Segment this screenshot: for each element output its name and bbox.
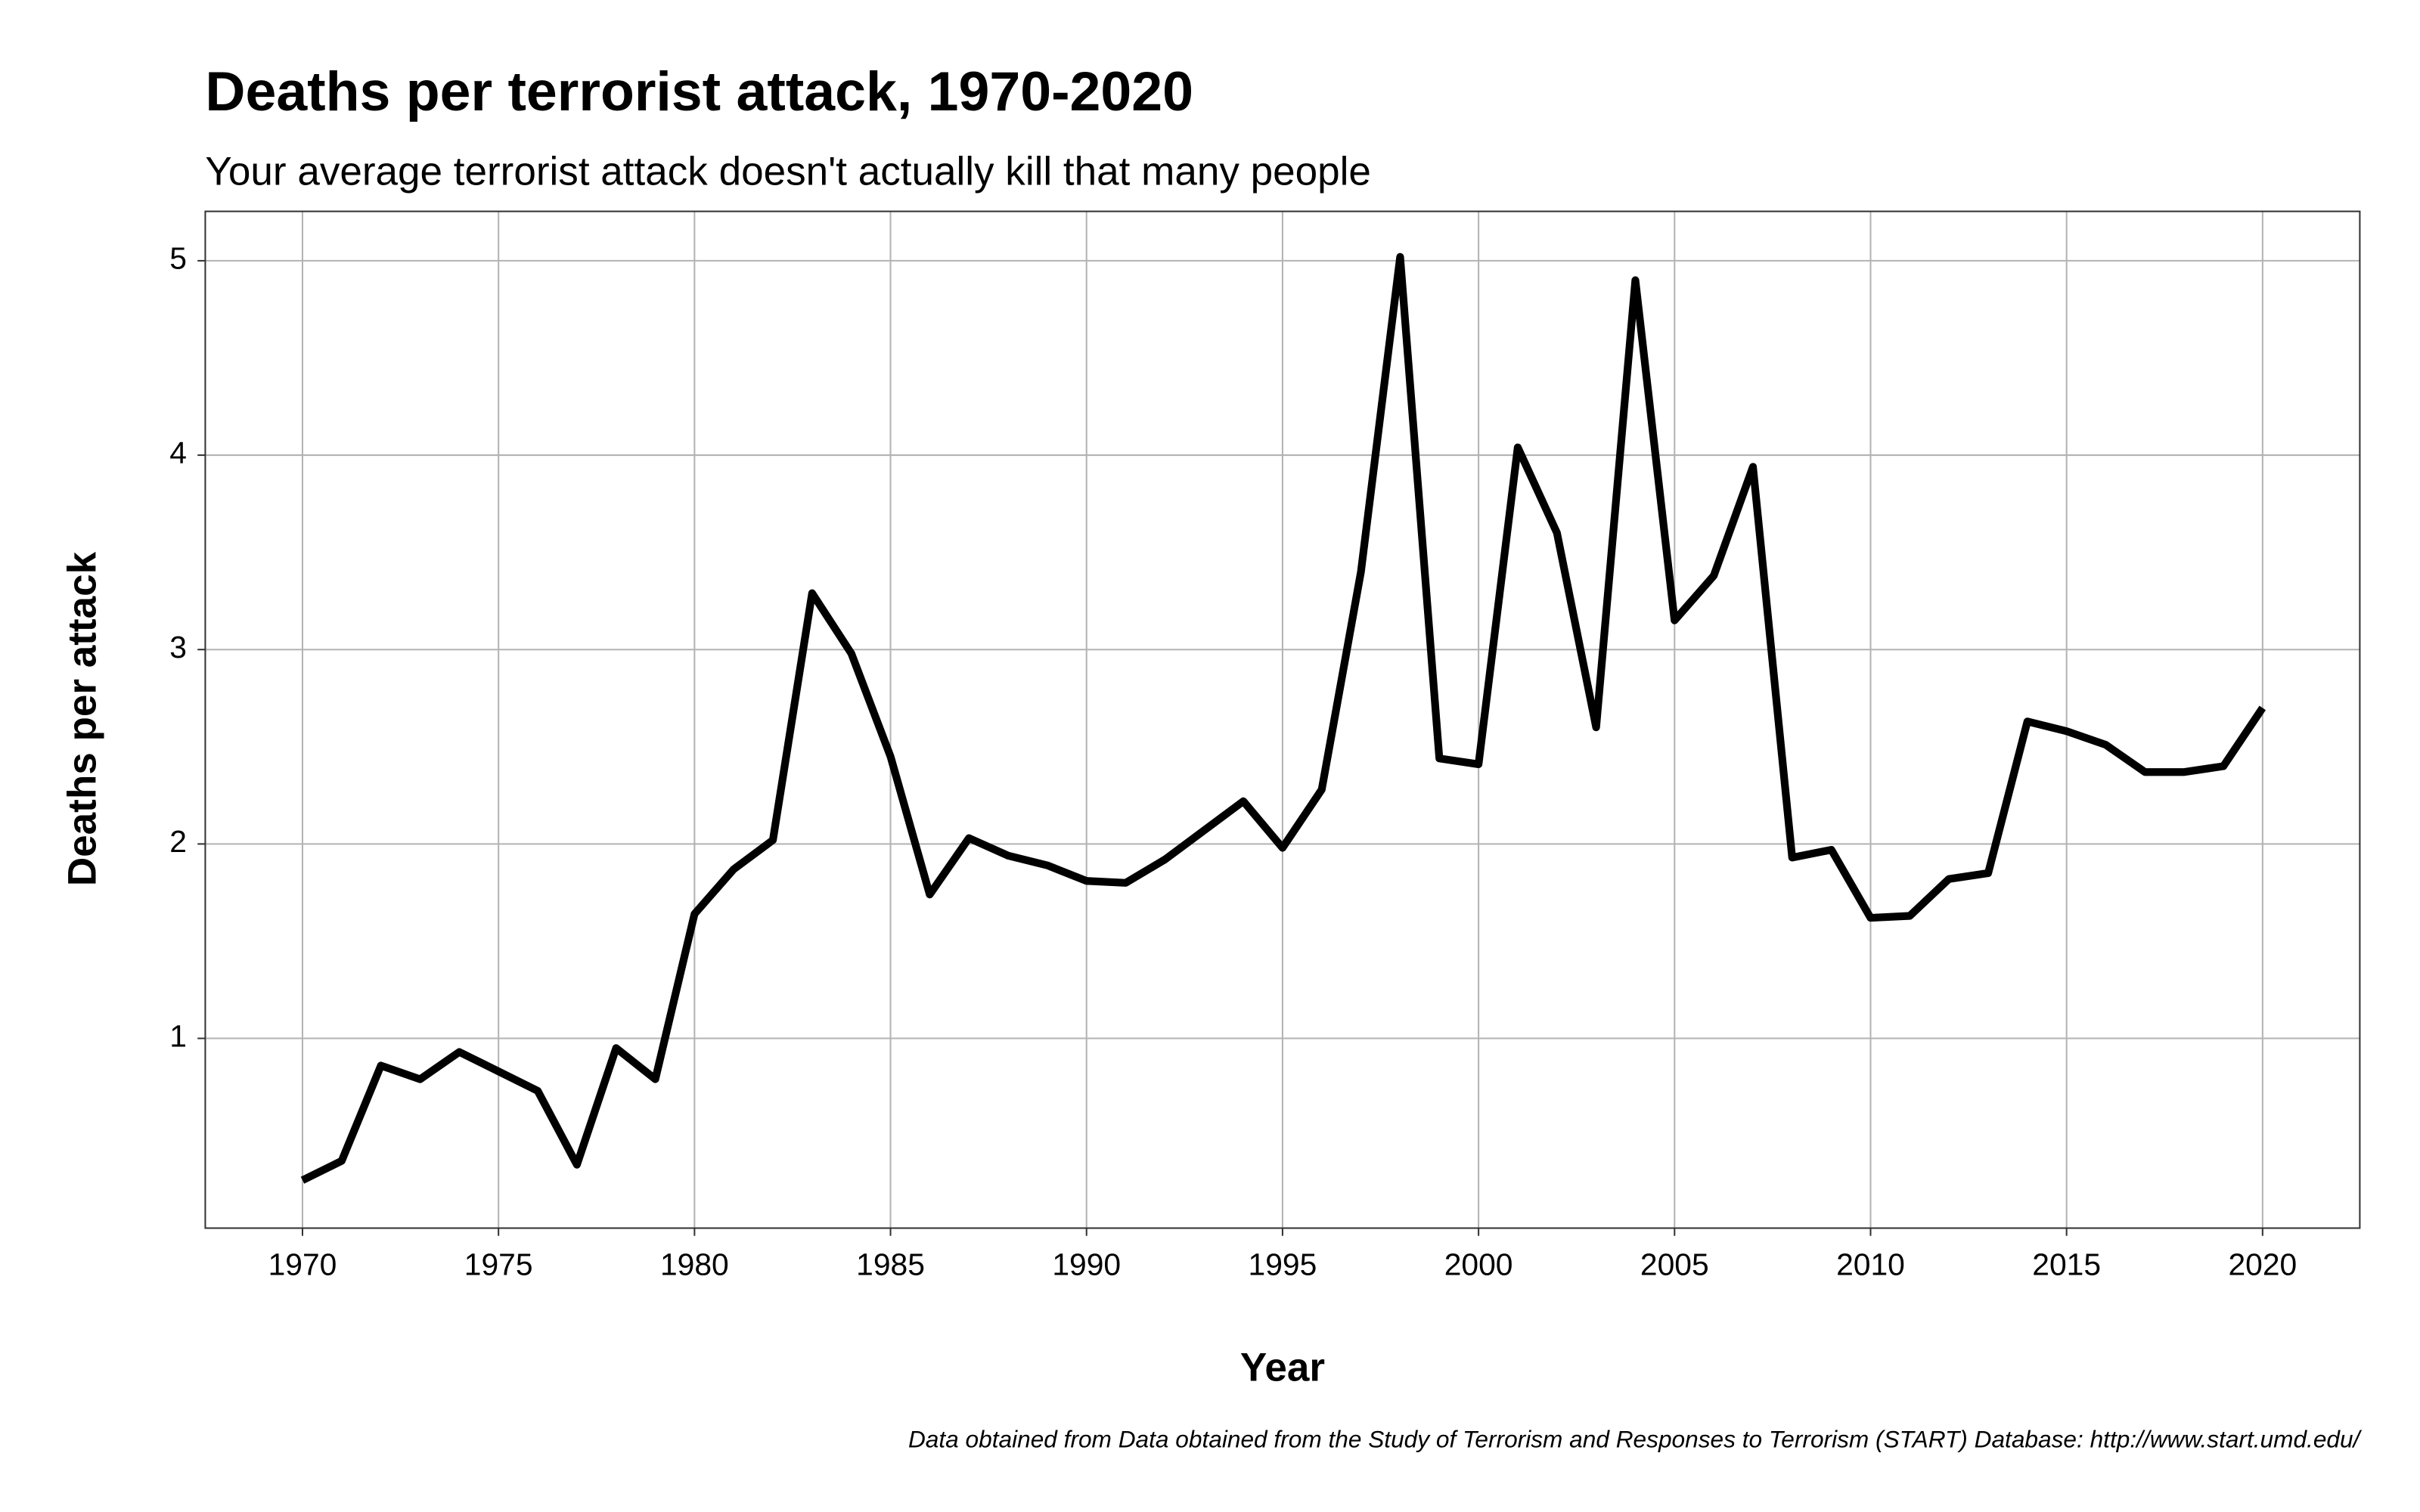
y-tick-label: 1: [169, 1018, 187, 1053]
x-tick-label: 1975: [464, 1247, 533, 1281]
x-tick-label: 1985: [856, 1247, 925, 1281]
chart-subtitle: Your average terrorist attack doesn't ac…: [205, 150, 1370, 194]
y-tick-label: 2: [169, 824, 187, 859]
x-tick-label: 1990: [1052, 1247, 1121, 1281]
x-tick-label: 1970: [268, 1247, 337, 1281]
panel-border: [204, 210, 2361, 1229]
data-line: [300, 253, 2266, 1184]
x-tick-label: 1980: [660, 1247, 729, 1281]
x-axis-title: Year: [1240, 1345, 1325, 1390]
y-axis-title: Deaths per attack: [60, 551, 104, 886]
y-tick-label: 3: [169, 630, 187, 665]
x-tick-label: 2000: [1444, 1247, 1513, 1281]
caption: Data obtained from Data obtained from th…: [908, 1425, 2363, 1452]
x-tick-label: 2010: [1836, 1247, 1905, 1281]
y-tick-label: 5: [169, 241, 187, 276]
y-tick-label: 4: [169, 435, 187, 470]
x-tick-label: 2015: [2032, 1247, 2101, 1281]
x-tick-label: 1995: [1249, 1247, 1317, 1281]
chart-title: Deaths per terrorist attack, 1970-2020: [205, 60, 1193, 122]
x-tick-label: 2005: [1640, 1247, 1709, 1281]
x-tick-label: 2020: [2228, 1247, 2297, 1281]
